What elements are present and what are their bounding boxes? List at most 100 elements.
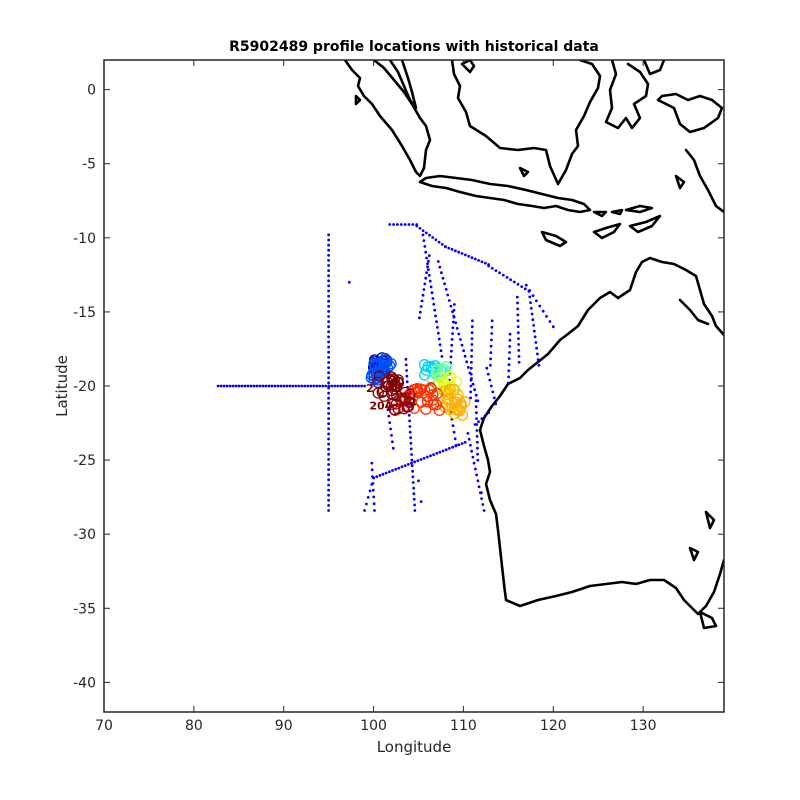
historical-point: [454, 249, 457, 253]
historical-point: [339, 384, 343, 388]
historical-point: [327, 407, 330, 410]
historical-point: [475, 440, 479, 444]
historical-point: [494, 402, 498, 406]
profile-locations: [365, 352, 471, 421]
historical-point: [536, 358, 540, 361]
historical-point: [408, 419, 411, 423]
historical-point: [475, 473, 478, 477]
historical-point: [240, 384, 244, 388]
historical-point: [327, 437, 330, 441]
historical-point: [423, 282, 427, 286]
historical-point: [489, 351, 493, 354]
historical-point: [528, 295, 532, 299]
historical-point: [454, 443, 458, 447]
historical-point: [535, 346, 538, 350]
historical-point: [488, 378, 492, 382]
historical-point: [417, 479, 420, 483]
historical-point: [388, 421, 392, 424]
historical-point: [529, 306, 533, 310]
historical-point: [222, 384, 226, 388]
historical-point: [412, 492, 416, 496]
historical-point: [451, 326, 455, 330]
historical-point: [371, 488, 375, 492]
historical-point: [475, 429, 479, 432]
historical-point: [482, 509, 486, 512]
historical-point: [451, 332, 454, 335]
y-tick-label: -5: [82, 157, 96, 173]
coastline-small-4: [688, 546, 700, 562]
profile-marker: [385, 380, 398, 392]
coastline-bali: [592, 210, 608, 218]
historical-point: [327, 417, 330, 420]
historical-point: [327, 427, 330, 431]
historical-point: [469, 378, 473, 382]
historical-point: [413, 460, 417, 464]
historical-point: [551, 325, 555, 329]
historical-point: [464, 253, 467, 257]
historical-point: [480, 260, 484, 264]
historical-point: [330, 384, 334, 388]
profile-marker: [411, 386, 423, 398]
historical-point: [508, 345, 512, 348]
historical-point: [285, 384, 289, 388]
historical-point: [490, 266, 494, 270]
historical-point: [371, 475, 374, 478]
historical-point: [457, 332, 461, 336]
historical-point: [327, 289, 330, 293]
historical-point: [532, 329, 536, 333]
historical-point: [517, 343, 520, 346]
historical-point: [403, 464, 407, 467]
historical-point: [391, 440, 394, 444]
coastline-timor: [628, 214, 662, 234]
historical-point: [421, 293, 425, 297]
x-tick-label: 90: [275, 718, 293, 734]
historical-point: [520, 285, 524, 288]
historical-point: [476, 479, 480, 483]
historical-point: [508, 338, 512, 342]
coastline-australia-nw: [678, 298, 710, 326]
historical-point: [360, 384, 363, 388]
historical-point: [480, 491, 483, 495]
historical-point: [327, 335, 330, 339]
profile-number-label: 204: [369, 400, 392, 413]
historical-point: [470, 256, 474, 260]
historical-point: [509, 278, 512, 282]
coastline-peninsula: [388, 60, 418, 110]
historical-point: [327, 478, 330, 482]
historical-point: [436, 326, 439, 329]
coastline-java: [418, 174, 592, 214]
historical-point: [327, 458, 330, 461]
historical-point: [421, 229, 425, 233]
historical-point: [390, 434, 393, 437]
historical-point: [405, 374, 409, 378]
historical-point: [450, 349, 453, 353]
historical-point: [489, 357, 492, 361]
historical-point: [447, 299, 451, 302]
profile-marker: [388, 383, 400, 395]
historical-point: [327, 422, 330, 426]
historical-point: [409, 436, 412, 440]
historical-point: [460, 343, 464, 347]
historical-point: [441, 276, 445, 280]
historical-point: [327, 498, 330, 502]
historical-point: [345, 384, 348, 388]
historical-point: [457, 250, 461, 254]
historical-point: [394, 467, 398, 471]
historical-point: [433, 308, 437, 312]
historical-point: [327, 473, 330, 477]
profile-marker: [434, 372, 446, 384]
y-tick-label: -10: [73, 231, 96, 247]
historical-point: [400, 465, 404, 469]
historical-point: [535, 299, 538, 303]
profile-marker: [385, 357, 397, 370]
historical-point: [523, 287, 527, 291]
historical-point: [412, 486, 415, 490]
coastline-australia: [478, 256, 724, 616]
historical-point: [463, 354, 467, 358]
historical-point: [454, 321, 458, 325]
historical-point: [297, 384, 301, 388]
historical-point: [419, 500, 423, 503]
historical-point: [327, 452, 330, 456]
historical-point: [327, 447, 330, 451]
historical-point: [237, 384, 241, 388]
